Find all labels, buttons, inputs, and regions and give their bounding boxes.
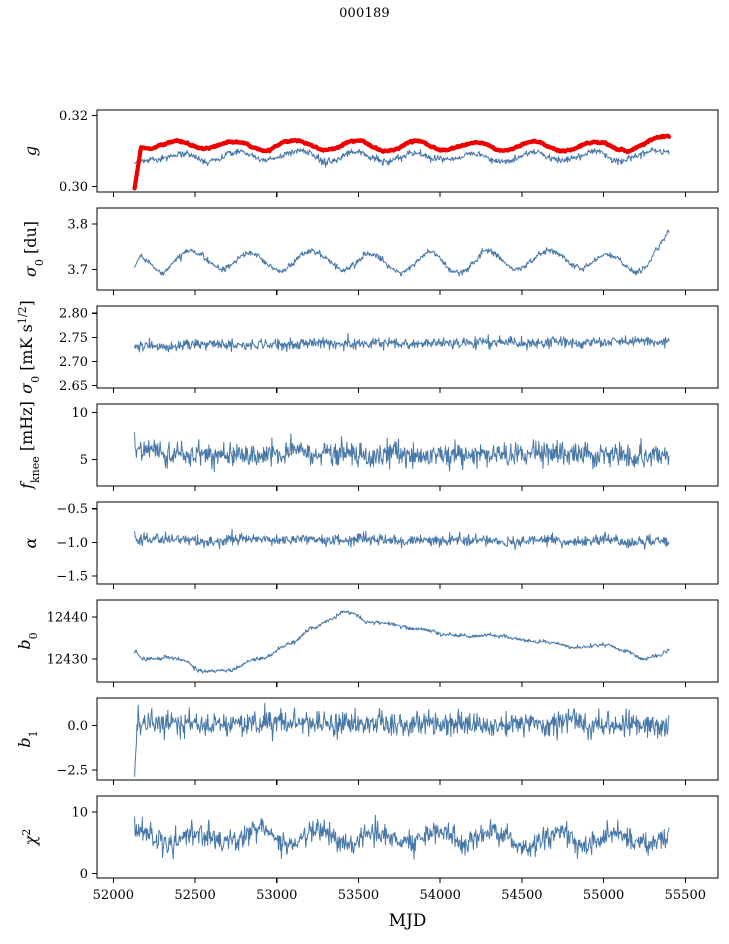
- panel-frame: [96, 795, 719, 879]
- x-tick-label: 55000: [583, 888, 624, 903]
- series-sigma0-du: [134, 229, 670, 277]
- x-axis-label: MJD: [389, 911, 427, 931]
- x-tick-label: 52000: [93, 888, 134, 903]
- panel-alpha: −0.5 −1.0 −1.5 α: [21, 501, 719, 589]
- panel-frame: [96, 403, 719, 487]
- y-tick-label: 12440: [47, 610, 88, 625]
- x-tick-label: 54000: [420, 888, 461, 903]
- y-tick-label: 0: [80, 867, 88, 882]
- y-axis-label-g: g: [21, 146, 40, 156]
- panel-b0: 12430 12440 b0: [15, 599, 719, 687]
- series-g-red: [132, 133, 672, 191]
- series-b1: [134, 702, 670, 777]
- panel-b1: 0.0 −2.5 b1: [15, 697, 719, 785]
- panel-sigma0_mK: 2.65 2.70 2.75 2.80 σ0 [mK s1/2]: [16, 300, 719, 394]
- y-tick-label: 0.30: [59, 180, 88, 195]
- y-tick-label: −1.5: [56, 569, 88, 584]
- x-axis: 52000 52500 53000 53500 54000 54500 55000 55500…: [93, 888, 706, 931]
- y-axis-label-b0: b0: [15, 632, 40, 649]
- panel-g: 0.30 0.32 g: [21, 109, 719, 197]
- y-tick-label: 0.32: [59, 109, 88, 124]
- y-axis-label-chi2: χ2: [20, 829, 41, 847]
- y-axis-label-alpha: α: [21, 537, 40, 548]
- y-tick-label: −0.5: [56, 502, 88, 517]
- panel-frame: [96, 305, 719, 389]
- series-b0: [134, 610, 670, 674]
- panel-chi2: 0 10 χ2: [20, 795, 719, 883]
- series-sigma0-mK: [134, 332, 670, 353]
- y-axis-label-f_knee: fknee [mHz]: [17, 401, 42, 490]
- y-tick-label: 5: [80, 453, 88, 468]
- series-chi2: [134, 814, 670, 860]
- y-tick-label: 2.80: [59, 307, 88, 322]
- x-tick-label: 53000: [256, 888, 297, 903]
- y-tick-label: 0.0: [67, 719, 88, 734]
- y-tick-label: −2.5: [56, 764, 88, 779]
- panel-sigma0_du: 3.7 3.8 σ0 [du]: [21, 207, 719, 295]
- y-axis-label-sigma0_du: σ0 [du]: [21, 221, 46, 277]
- series-alpha: [134, 528, 670, 551]
- y-tick-label: 2.70: [59, 355, 88, 370]
- y-tick-label: 10: [71, 406, 88, 421]
- series-g-blue: [134, 146, 670, 168]
- y-tick-label: 2.65: [59, 379, 88, 394]
- panel-frame: [96, 599, 719, 683]
- x-tick-label: 55500: [665, 888, 706, 903]
- panel-frame: [96, 207, 719, 291]
- y-tick-label: 3.8: [67, 217, 88, 232]
- panel-frame: [96, 697, 719, 781]
- figure-title: 000189: [339, 6, 390, 21]
- y-tick-label: 3.7: [67, 263, 88, 278]
- x-tick-label: 53500: [338, 888, 379, 903]
- panel-f_knee: 5 10 fknee [mHz]: [17, 401, 719, 491]
- y-tick-label: 10: [71, 806, 88, 821]
- panel-frame: [96, 501, 719, 585]
- y-tick-label: −1.0: [56, 536, 88, 551]
- series-f-knee: [134, 432, 670, 473]
- y-axis-label-b1: b1: [15, 730, 40, 747]
- y-tick-label: 12430: [47, 652, 88, 667]
- x-tick-label: 54500: [501, 888, 542, 903]
- panel-frame: [96, 109, 719, 193]
- x-tick-label: 52500: [174, 888, 215, 903]
- y-axis-label-sigma0_mK: σ0 [mK s1/2]: [16, 300, 42, 394]
- y-tick-label: 2.75: [59, 331, 88, 346]
